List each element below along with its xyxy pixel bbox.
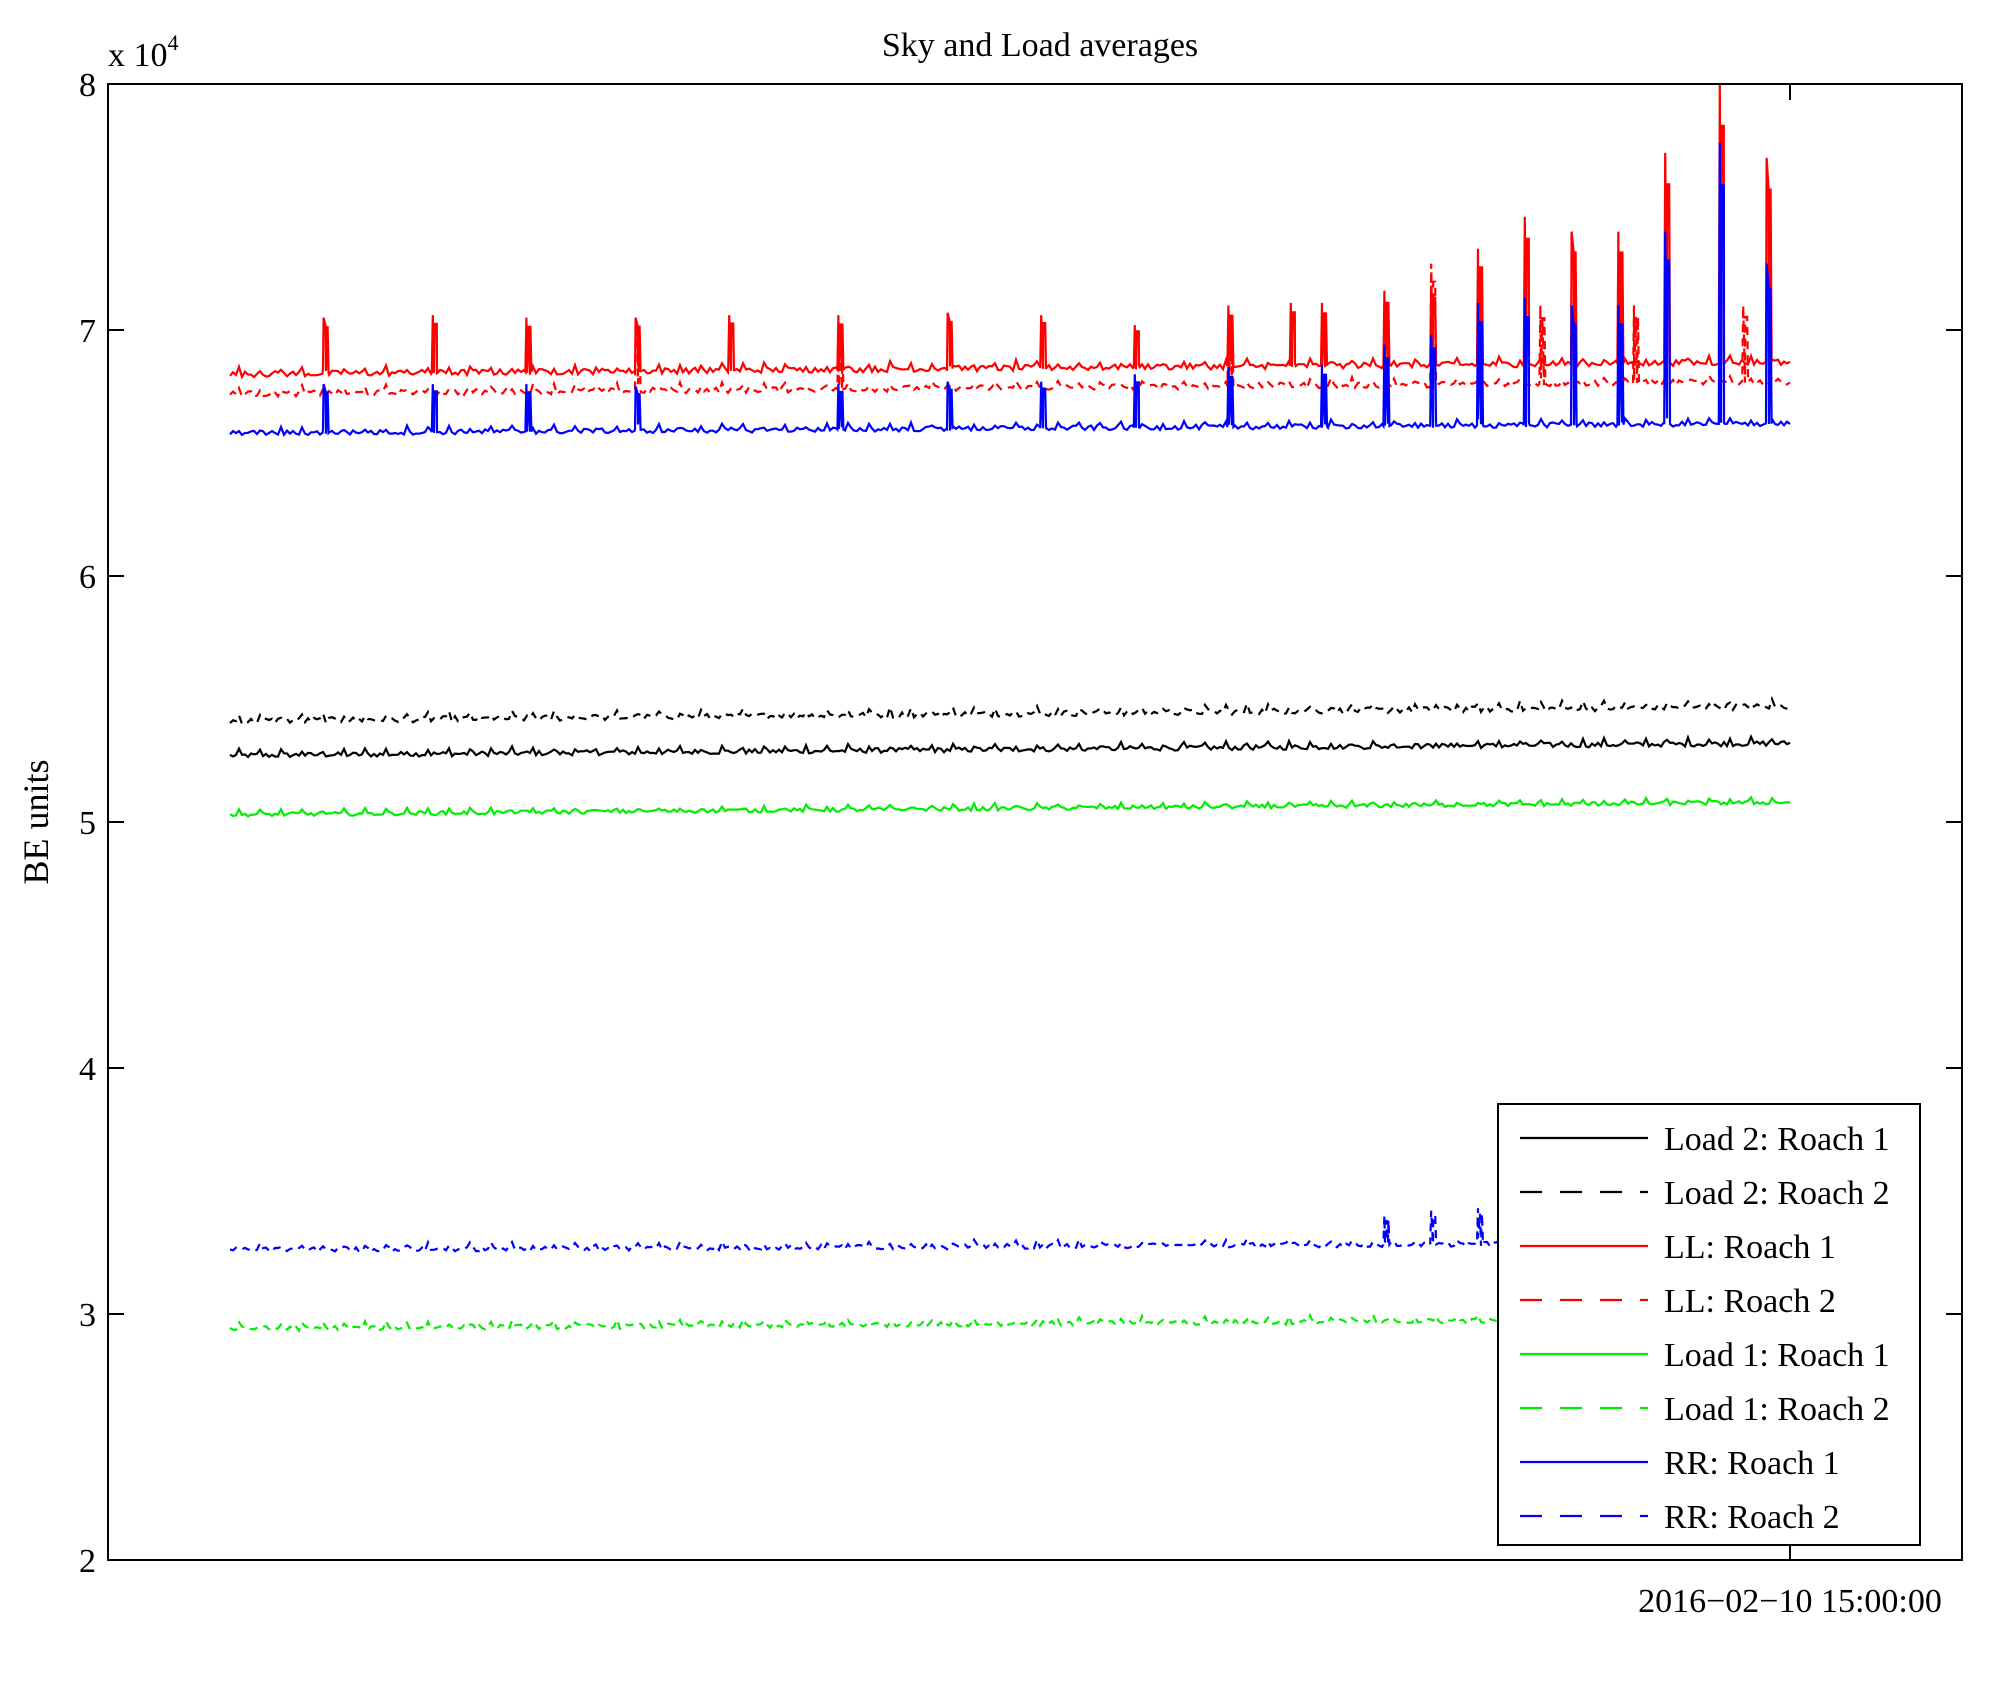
- x-tick-label: 2016−02−10 15:00:00: [1638, 1583, 1942, 1620]
- legend-item[interactable]: Load 1: Roach 1: [1520, 1337, 1890, 1374]
- series-line-ll-roach-2: [229, 263, 1791, 399]
- legend-item[interactable]: LL: Roach 1: [1520, 1229, 1836, 1266]
- y-tick-label: 5: [79, 805, 96, 842]
- series-line-load-1-roach-1: [229, 795, 1791, 818]
- y-tick-label: 4: [79, 1051, 96, 1088]
- y-exponent-base: x 10: [108, 37, 168, 74]
- legend-label: RR: Roach 1: [1664, 1445, 1840, 1482]
- legend-label: LL: Roach 1: [1664, 1229, 1836, 1266]
- legend-item[interactable]: Load 1: Roach 2: [1520, 1391, 1890, 1428]
- y-exponent-label: x 104: [108, 30, 179, 74]
- legend-item[interactable]: RR: Roach 2: [1520, 1499, 1840, 1536]
- legend-label: Load 1: Roach 1: [1664, 1337, 1890, 1374]
- y-tick-label: 7: [79, 313, 96, 350]
- series-line-load-1-roach-2: [229, 1311, 1791, 1333]
- y-tick-label: 8: [79, 67, 96, 104]
- series-line-ll-roach-1: [229, 83, 1791, 380]
- ticks-layer: 2 3 4 5 6 7 8: [79, 67, 1962, 1580]
- legend-item[interactable]: RR: Roach 1: [1520, 1445, 1840, 1482]
- y-tick-label: 2: [79, 1543, 96, 1580]
- y-axis-label: BE units: [16, 759, 56, 884]
- y-tick-label: 3: [79, 1297, 96, 1334]
- y-tick-label: 6: [79, 559, 96, 596]
- legend-label: Load 2: Roach 2: [1664, 1175, 1890, 1212]
- series-line-rr-roach-1: [229, 142, 1791, 437]
- chart-title: Sky and Load averages: [882, 27, 1198, 64]
- series-line-load-2-roach-1: [229, 734, 1791, 759]
- series-line-load-2-roach-2: [229, 695, 1791, 726]
- legend-label: Load 1: Roach 2: [1664, 1391, 1890, 1428]
- legend-box: [1497, 1103, 1921, 1546]
- y-exponent-power: 4: [168, 30, 179, 55]
- legend-label: Load 2: Roach 1: [1664, 1121, 1890, 1158]
- legend-label: RR: Roach 2: [1664, 1499, 1840, 1536]
- legend-item[interactable]: Load 2: Roach 2: [1520, 1175, 1890, 1212]
- series-layer: [229, 83, 1791, 1333]
- legend-label: LL: Roach 2: [1664, 1283, 1836, 1320]
- legend[interactable]: Load 2: Roach 1 Load 2: Roach 2 LL: Roach …: [1497, 1103, 1921, 1546]
- legend-item[interactable]: LL: Roach 2: [1520, 1283, 1836, 1320]
- legend-item[interactable]: Load 2: Roach 1: [1520, 1121, 1890, 1158]
